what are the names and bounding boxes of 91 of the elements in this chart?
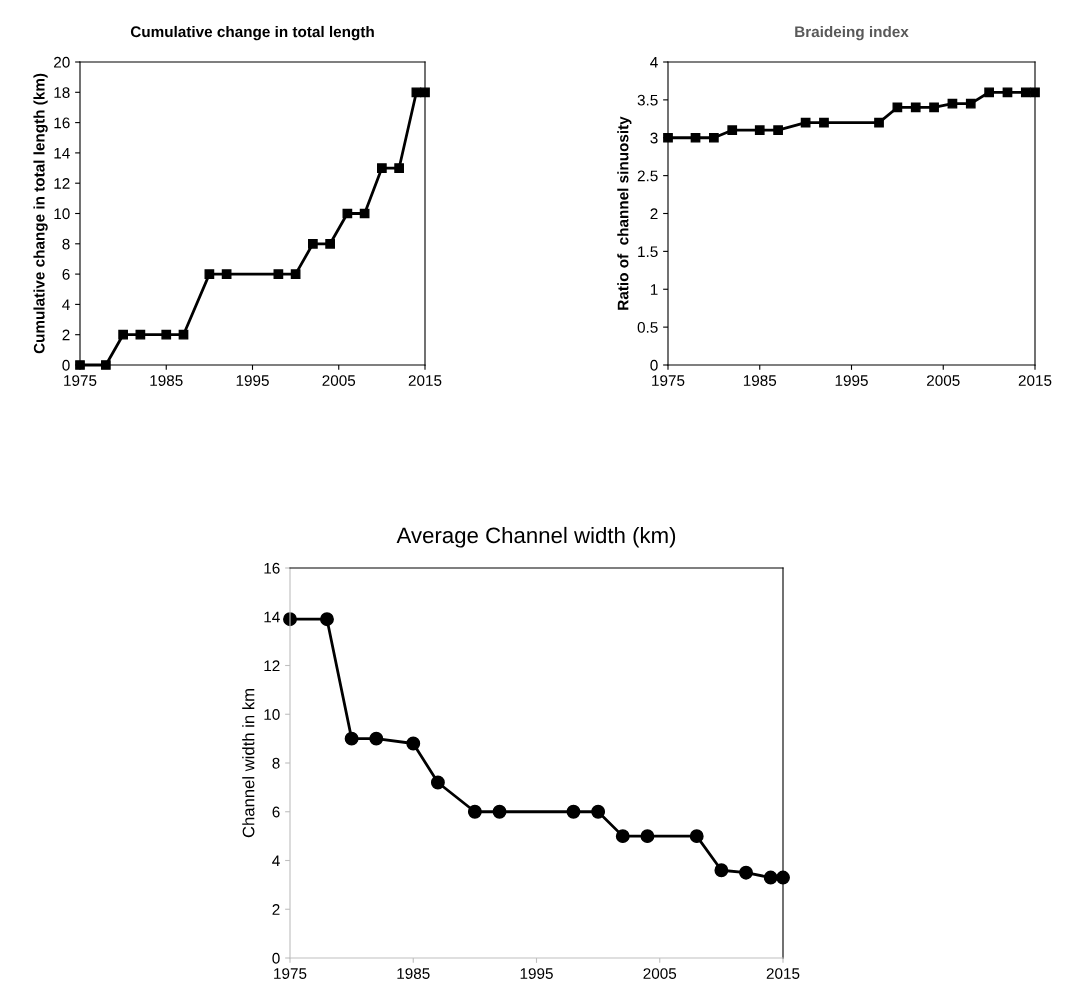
x-tick-label: 2005: [322, 375, 356, 386]
point: [615, 829, 630, 844]
point: [566, 804, 581, 819]
x-tick-label: 1995: [520, 968, 553, 979]
point: [161, 329, 172, 340]
y-tick-label: 0: [62, 359, 70, 371]
x-tick-label: 1975: [652, 375, 685, 386]
y-tick-label: 1: [650, 284, 658, 295]
point: [118, 329, 128, 340]
y-axis-title: Ratio of channel sinuosity: [617, 116, 632, 310]
point: [344, 731, 359, 746]
point: [1002, 87, 1013, 98]
y-axis-title: Cumulative change in total length (km): [33, 73, 48, 354]
point: [591, 804, 606, 819]
y-tick-label: 3.5: [637, 94, 658, 106]
y-tick-label: 6: [272, 806, 280, 818]
point: [273, 269, 284, 279]
y-tick-label: 4: [62, 299, 70, 310]
point: [689, 829, 704, 844]
point: [406, 736, 421, 751]
x-tick-label: 1995: [236, 375, 269, 386]
y-tick-label: 2: [650, 208, 658, 220]
y-tick-label: 14: [54, 147, 70, 159]
point: [947, 98, 958, 109]
x-tick-label: 1975: [64, 375, 97, 386]
point: [714, 863, 729, 878]
y-tick-label: 12: [264, 660, 280, 672]
point: [467, 804, 482, 819]
y-tick-label: 0: [272, 952, 280, 964]
point: [754, 125, 765, 136]
point: [204, 269, 215, 279]
point: [1020, 87, 1031, 98]
y-tick-label: 4: [272, 855, 280, 867]
x-tick-label: 1995: [835, 375, 868, 386]
x-tick-label: 2015: [766, 968, 800, 979]
point: [910, 102, 921, 113]
x-tick-label: 1985: [397, 968, 430, 979]
point: [290, 269, 301, 279]
y-tick-label: 6: [62, 268, 70, 280]
y-tick-label: 16: [264, 562, 280, 574]
y-tick-label: 2: [62, 329, 70, 341]
point: [325, 238, 335, 249]
y-tick-label: 16: [54, 117, 70, 129]
y-tick-label: 2: [272, 904, 280, 915]
x-tick-label: 1985: [150, 375, 183, 386]
x-tick-label: 2005: [927, 375, 960, 386]
x-tick-label: 2015: [1018, 375, 1052, 386]
point: [221, 269, 232, 279]
point: [773, 125, 783, 136]
point: [135, 329, 146, 340]
y-tick-label: 0.5: [637, 321, 658, 333]
chart-title: Braideing index: [795, 25, 909, 41]
y-tick-label: 10: [54, 208, 70, 220]
point: [394, 163, 404, 173]
point: [819, 117, 829, 128]
point: [739, 865, 753, 880]
point: [763, 870, 778, 885]
y-tick-label: 3: [650, 132, 658, 144]
x-tick-label: 2015: [408, 375, 442, 386]
y-tick-label: 8: [272, 757, 280, 769]
x-tick-label: 1985: [743, 375, 777, 386]
point: [320, 612, 334, 627]
y-tick-label: 1.5: [638, 246, 658, 258]
y-tick-label: 20: [54, 56, 70, 68]
point: [874, 117, 884, 128]
point: [929, 102, 939, 113]
point: [377, 163, 387, 173]
point: [430, 775, 445, 790]
point: [727, 125, 738, 136]
point: [308, 238, 318, 249]
y-axis-title: Channel width in km: [242, 689, 255, 838]
y-tick-label: 18: [54, 87, 70, 98]
point: [178, 329, 189, 340]
point: [709, 132, 719, 143]
point: [369, 731, 384, 746]
y-tick-label: 12: [54, 178, 70, 189]
chart-title: Cumulative change in total length: [130, 25, 374, 41]
y-tick-label: 4: [650, 57, 658, 68]
y-tick-label: 14: [264, 611, 280, 623]
y-tick-label: 10: [264, 709, 280, 720]
y-tick-label: 2.5: [637, 170, 658, 182]
point: [965, 98, 976, 109]
y-tick-label: 8: [62, 238, 70, 250]
x-tick-label: 2005: [643, 968, 677, 979]
point: [984, 87, 994, 98]
point: [492, 804, 507, 819]
x-tick-label: 1975: [274, 968, 307, 979]
chart-title: Average Channel width (km): [396, 526, 676, 548]
y-tick-label: 0: [650, 359, 658, 371]
point: [640, 829, 655, 844]
point: [690, 132, 701, 143]
